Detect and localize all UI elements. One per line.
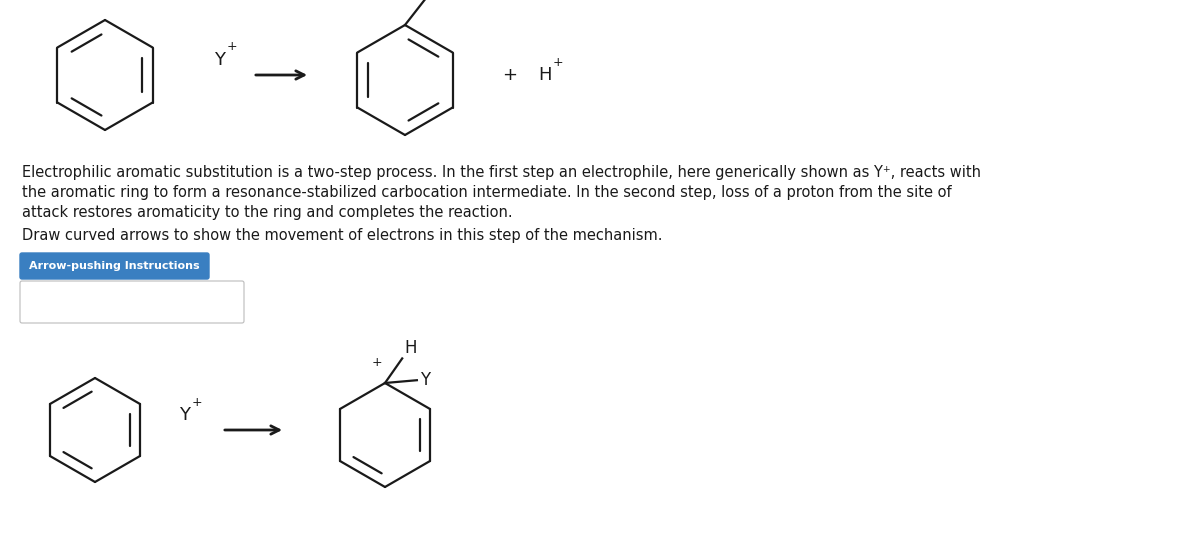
Text: Y: Y bbox=[180, 406, 191, 424]
Text: attack restores aromaticity to the ring and completes the reaction.: attack restores aromaticity to the ring … bbox=[22, 205, 512, 220]
Text: the aromatic ring to form a resonance-stabilized carbocation intermediate. In th: the aromatic ring to form a resonance-st… bbox=[22, 185, 952, 200]
Text: Electrophilic aromatic substitution is a two-step process. In the first step an : Electrophilic aromatic substitution is a… bbox=[22, 165, 982, 180]
Text: Draw curved arrows to show the movement of electrons in this step of the mechani: Draw curved arrows to show the movement … bbox=[22, 228, 662, 243]
Text: +: + bbox=[503, 66, 517, 84]
Text: Y: Y bbox=[420, 371, 430, 389]
Bar bbox=[208, 297, 222, 309]
FancyBboxPatch shape bbox=[20, 281, 244, 323]
Text: +: + bbox=[227, 41, 238, 53]
Text: +: + bbox=[192, 396, 203, 409]
Text: H: H bbox=[404, 340, 416, 357]
FancyBboxPatch shape bbox=[20, 253, 209, 279]
Text: +: + bbox=[553, 56, 563, 68]
Text: +: + bbox=[372, 357, 383, 370]
Text: H: H bbox=[538, 66, 552, 84]
Text: Arrow-pushing Instructions: Arrow-pushing Instructions bbox=[29, 261, 200, 271]
Text: ✕: ✕ bbox=[176, 294, 187, 307]
Text: Y: Y bbox=[215, 51, 226, 69]
